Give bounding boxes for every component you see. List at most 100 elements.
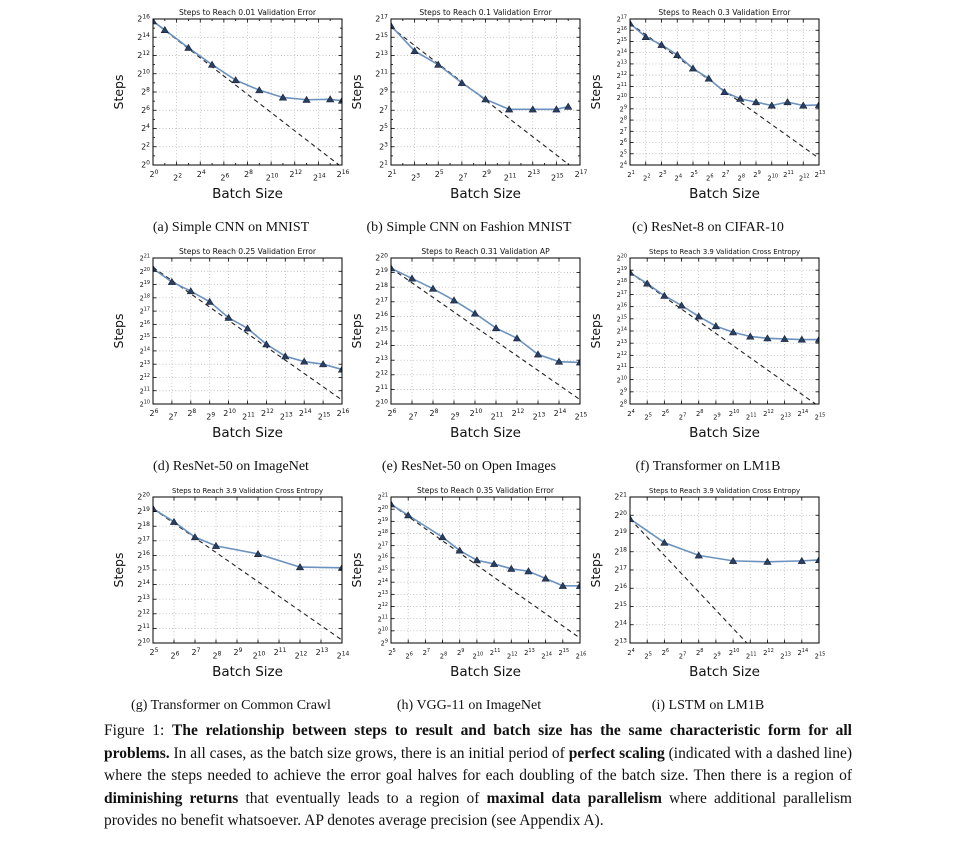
x-tick-label: 211 [491, 412, 504, 422]
x-tick-label: 210 [223, 408, 236, 418]
data-point-marker [281, 352, 290, 360]
perfect-scaling-dashed-line [391, 503, 580, 639]
y-tick-label: 211 [617, 82, 627, 91]
y-axis-label: Steps [351, 75, 364, 110]
x-tick-label: 214 [313, 173, 326, 183]
figure-1-subplot-grid: 20 22 24 26 28 210 212 214 216 20 22 24 26 28 210 212 21… [112, 6, 828, 723]
x-tick-label: 212 [261, 408, 274, 418]
data-point-marker [504, 105, 514, 113]
y-tick-label: 219 [614, 528, 627, 538]
x-tick-labels: 26 27 28 29 210 211 212 213 214 215 [388, 408, 587, 422]
x-tick-label: 27 [192, 647, 201, 657]
x-tick-label: 29 [206, 412, 215, 422]
data-point-marker [184, 43, 193, 51]
x-tick-labels: 26 27 28 29 210 211 212 213 214 215 216 [150, 408, 349, 422]
data-point-marker [575, 581, 580, 589]
data-point-marker [711, 322, 721, 330]
x-tick-label: 214 [541, 652, 552, 661]
x-tick-label: 21 [627, 170, 635, 179]
data-point-marker [797, 335, 806, 343]
data-point-marker [295, 563, 305, 571]
data-point-marker [630, 19, 635, 27]
x-tick-label: 210 [470, 408, 483, 418]
y-tick-labels: 210 211 212 213 214 215 216 217 218 219 220 [137, 492, 150, 648]
data-point-marker [728, 328, 738, 336]
y-tick-label: 220 [617, 254, 627, 263]
x-tick-label: 215 [551, 173, 564, 183]
plot-title: Steps to Reach 3.9 Validation Cross Entr… [172, 487, 323, 495]
data-point-marker [224, 313, 233, 321]
grid [390, 257, 581, 405]
subplot-caption-a: (a) Simple CNN on MNIST [152, 220, 310, 235]
y-tick-label: 217 [375, 14, 388, 24]
x-tick-label: 211 [746, 413, 757, 422]
subplot-b: 21 23 25 27 29 211 213 215 217 21 23 25 27 29 211 213 21… [350, 6, 588, 245]
x-tick-label: 29 [713, 413, 721, 422]
x-tick-label: 28 [696, 648, 704, 657]
x-tick-labels: 21 23 25 27 29 211 213 215 217 [388, 169, 587, 183]
tick-marks [629, 18, 820, 166]
y-tick-label: 218 [378, 529, 388, 538]
data-point-marker [211, 541, 221, 549]
data-point-marker [337, 563, 342, 571]
data-point-markers [391, 264, 580, 366]
data-point-marker [564, 102, 573, 110]
x-tick-label: 26 [388, 408, 397, 418]
figure-caption-segment: maximal data parallelism [486, 789, 662, 807]
chart-canvas-c: 2425262728292102112122132142152162172122… [590, 8, 825, 202]
data-point-marker [643, 279, 652, 287]
data-point-marker [528, 105, 537, 113]
y-tick-labels: 29 210 211 212 213 214 215 216 217 218 219 220 221 [378, 493, 388, 648]
data-line [630, 271, 819, 341]
y-tick-label: 24 [141, 123, 150, 133]
x-tick-label: 210 [253, 651, 266, 661]
data-point-marker [728, 556, 738, 564]
x-tick-label: 214 [299, 408, 312, 418]
data-point-marker [326, 95, 335, 103]
x-axis-label: Batch Size [689, 664, 760, 680]
x-tick-label: 29 [482, 169, 491, 179]
y-tick-label: 212 [378, 602, 388, 611]
y-tick-label: 211 [617, 363, 627, 372]
data-point-marker [630, 514, 635, 522]
data-line [630, 518, 819, 563]
y-tick-label: 216 [137, 14, 150, 24]
data-point-marker [207, 60, 217, 68]
x-tick-label: 28 [213, 651, 222, 661]
data-point-marker [767, 101, 776, 109]
y-tick-label: 214 [617, 48, 627, 57]
figure-caption-segment: diminishing returns [104, 789, 239, 807]
y-tick-labels: 210 211 212 213 214 215 216 217 218 219 220 [375, 253, 388, 409]
y-tick-label: 214 [617, 327, 627, 336]
data-point-marker [205, 297, 214, 305]
perfect-scaling-dashed-line [153, 266, 342, 401]
data-point-marker [153, 264, 158, 272]
x-tick-label: 211 [490, 648, 501, 657]
y-tick-label: 215 [614, 601, 627, 611]
y-axis-label: Steps [590, 553, 603, 588]
x-tick-label: 24 [197, 169, 206, 179]
x-tick-label: 212 [289, 169, 302, 179]
x-tick-label: 27 [458, 173, 467, 183]
x-tick-label: 24 [627, 409, 635, 418]
y-tick-label: 212 [375, 369, 388, 379]
x-tick-label: 28 [187, 408, 196, 418]
data-point-marker [763, 334, 772, 342]
data-point-marker [491, 324, 501, 332]
subplot-caption-e: (e) ResNet-50 on Open Images [381, 459, 557, 474]
data-point-marker [688, 64, 698, 72]
tick-marks [152, 257, 343, 405]
x-tick-label: 20 [150, 169, 159, 179]
x-tick-label: 211 [746, 652, 757, 661]
x-tick-label: 27 [168, 412, 177, 422]
data-point-markers [391, 21, 573, 113]
tick-marks [152, 496, 343, 644]
data-point-marker [783, 98, 792, 106]
y-tick-label: 211 [375, 68, 388, 78]
y-tick-label: 216 [614, 583, 627, 593]
data-point-marker [533, 350, 543, 358]
plot-title: Steps to Reach 0.35 Validation Error [417, 486, 555, 495]
